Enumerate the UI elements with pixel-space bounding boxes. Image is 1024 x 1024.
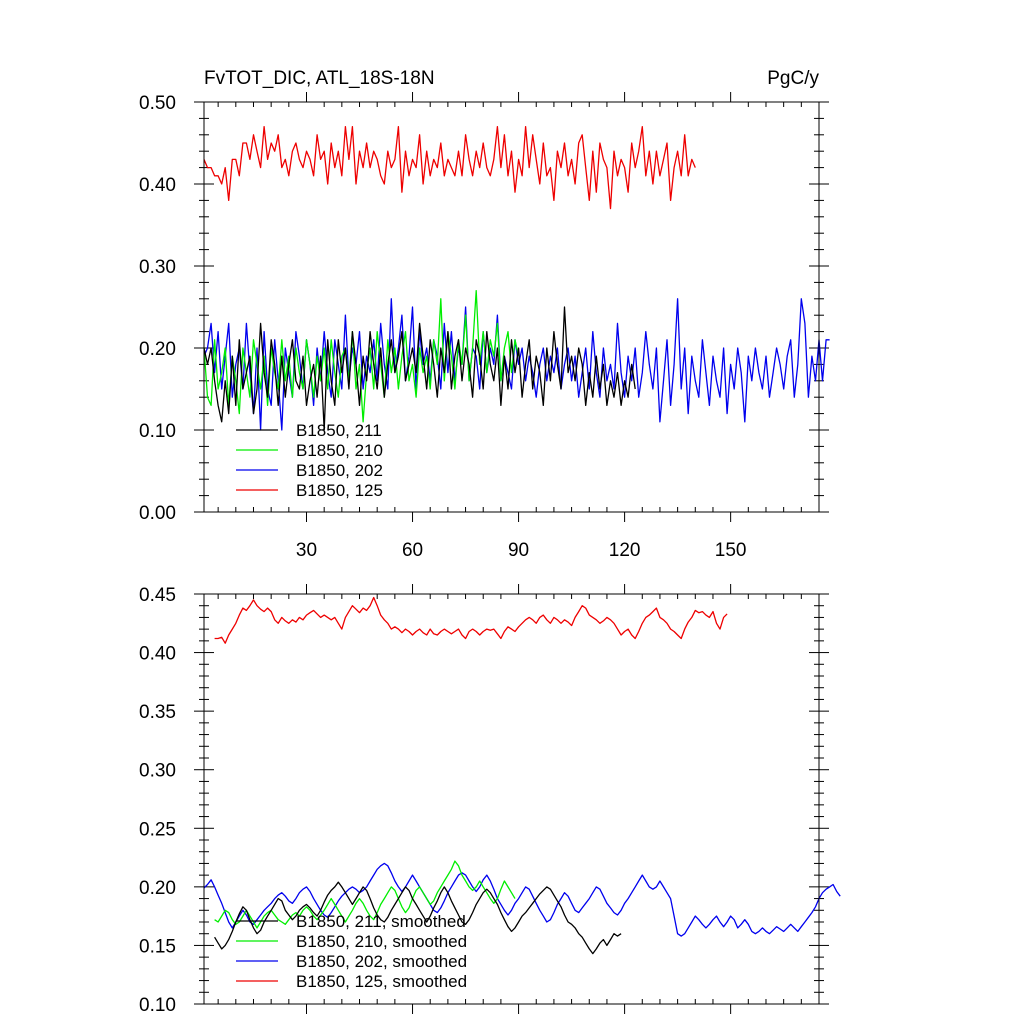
- legend-label: B1850, 210: [296, 441, 383, 460]
- top-chart-title: FvTOT_DIC, ATL_18S-18N: [204, 68, 435, 89]
- y-tick-label: 0.10: [139, 995, 176, 1016]
- legend-label: B1850, 202: [296, 461, 383, 480]
- y-tick-label: 0.50: [139, 93, 176, 114]
- legend-label: B1850, 125, smoothed: [296, 972, 467, 991]
- y-tick-label: 0.40: [139, 644, 176, 665]
- y-tick-label: 0.25: [139, 819, 176, 840]
- series-line-2: [203, 289, 520, 423]
- legend-label: B1850, 210, smoothed: [296, 932, 467, 951]
- legend-label: B1850, 211, smoothed: [296, 912, 466, 931]
- series-line-1: [203, 306, 636, 431]
- top-panel: FvTOT_DIC, ATL_18S-18N PgC/y 0.00 0.10 0.2…: [139, 68, 830, 561]
- bottom-panel: 0.10 0.15 0.20 0.25 0.30 0.35 0.40 0.45 B1850, …: [139, 584, 841, 1016]
- x-tick-label: 90: [508, 540, 529, 561]
- bottom-series-lines: [203, 596, 841, 955]
- x-tick-label: 120: [609, 540, 641, 561]
- series-line-3: [203, 862, 841, 937]
- y-tick-label: 0.20: [139, 339, 176, 360]
- y-tick-label: 0.10: [139, 421, 176, 442]
- series-line-2: [214, 860, 516, 929]
- y-tick-label: 0.30: [139, 761, 176, 782]
- top-series-lines: [203, 125, 830, 431]
- top-chart-units: PgC/y: [767, 68, 819, 89]
- y-tick-label: 0.15: [139, 936, 176, 957]
- x-tick-label: 150: [715, 540, 747, 561]
- legend-label: B1850, 211: [296, 421, 382, 440]
- series-line-1: [214, 881, 622, 955]
- y-tick-label: 0.40: [139, 175, 176, 196]
- y-tick-label: 0.00: [139, 503, 176, 524]
- x-tick-label: 30: [296, 540, 317, 561]
- legend-label: B1850, 202, smoothed: [296, 952, 467, 971]
- y-tick-label: 0.45: [139, 585, 176, 606]
- x-tick-label: 60: [402, 540, 423, 561]
- bottom-plot-frame: [203, 593, 820, 1005]
- series-line-4: [203, 125, 696, 210]
- y-tick-label: 0.20: [139, 878, 176, 899]
- top-plot-frame: [203, 101, 820, 513]
- series-line-4: [214, 596, 728, 644]
- y-tick-label: 0.35: [139, 702, 176, 723]
- y-tick-label: 0.30: [139, 257, 176, 278]
- bottom-axis-ticks: 0.10 0.15 0.20 0.25 0.30 0.35 0.40 0.45: [139, 584, 829, 1016]
- legend-label: B1850, 125: [296, 481, 383, 500]
- top-axis-ticks: 0.00 0.10 0.20 0.30 0.40 0.50 30 60 90 120 150: [139, 92, 829, 561]
